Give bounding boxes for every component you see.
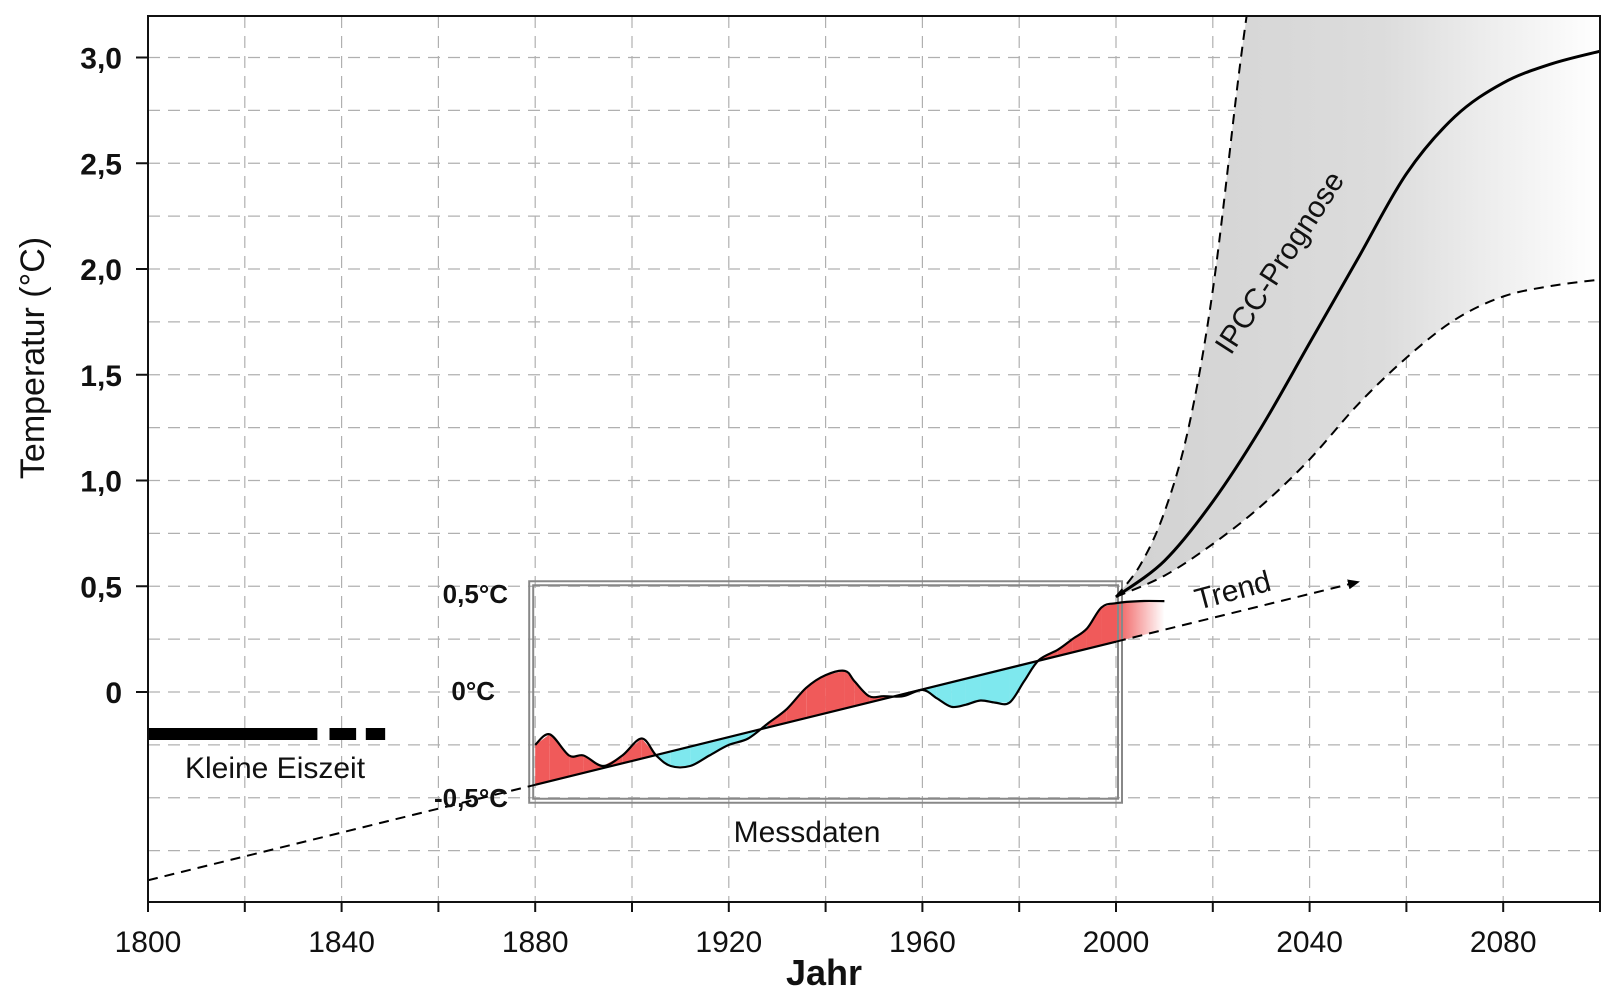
anomaly-segment (995, 667, 1010, 703)
forecast-lower-line (1115, 278, 1600, 598)
anomaly-segment (844, 670, 855, 709)
plot-frame (147, 15, 1601, 903)
anomaly-segment (854, 681, 870, 707)
forecast-central-line (1115, 49, 1600, 599)
anomaly-segment (1086, 607, 1102, 649)
x-tick-label: 2040 (1276, 926, 1343, 959)
x-tick-label: 1960 (889, 926, 956, 959)
anomaly-tail (1116, 601, 1165, 642)
anomaly-segment (1101, 603, 1116, 646)
y-tick-label: 3,0 (80, 43, 122, 76)
anomaly-segment (1072, 628, 1087, 653)
y-axis-ticks: 0 0,5 1,0 1,5 2,0 2,5 3,0 (80, 43, 148, 710)
inset-frame-outer (528, 580, 1123, 804)
measured-data-line (534, 599, 1165, 769)
y-tick-label: 0,5 (80, 571, 122, 604)
anomaly-segment (980, 671, 995, 703)
anomaly-segment (965, 675, 981, 705)
inset-frame-inner (532, 584, 1119, 800)
anomaly-segment (622, 738, 642, 764)
inset-tick-top: 0,5°C (443, 579, 509, 609)
inset-tick-zero: 0°C (451, 676, 495, 706)
anomaly-segment (936, 682, 952, 707)
anomaly-segment (806, 675, 826, 719)
x-tick-label: 2080 (1470, 926, 1537, 959)
anomaly-segment (549, 734, 570, 782)
trend-line-early (148, 783, 536, 882)
anomaly-segment (728, 732, 749, 745)
x-axis-label: Jahr (786, 952, 862, 992)
anomaly-segment (1057, 639, 1073, 656)
anomaly-segment (951, 678, 966, 707)
y-tick-label: 2,0 (80, 254, 122, 287)
anomaly-segment (786, 687, 807, 723)
measured-data-label: Messdaten (734, 816, 881, 849)
trend-line-measured (534, 640, 1117, 786)
little-ice-age-label: Kleine Eiszeit (185, 752, 366, 785)
anomaly-segment (535, 734, 550, 785)
anomaly-segment (1009, 664, 1025, 703)
anomaly-segment (670, 746, 691, 767)
x-tick-label: 1840 (308, 926, 375, 959)
forecast-upper-line (1115, 16, 1248, 598)
x-tick-label: 2000 (1083, 926, 1150, 959)
measured-data-inset (528, 580, 1123, 804)
y-tick-label: 1,5 (80, 360, 122, 393)
x-tick-label: 1880 (502, 926, 569, 959)
trend-label: Trend (1191, 565, 1274, 617)
y-tick-label: 1,0 (80, 466, 122, 499)
anomaly-segment (825, 670, 845, 714)
measured-anomaly-fill (535, 601, 1165, 785)
forecast-band (1116, 16, 1600, 597)
anomaly-segment (569, 755, 584, 777)
anomaly-segment (641, 738, 657, 759)
anomaly-segment (690, 741, 710, 767)
data-series (148, 16, 1600, 882)
forecast-band-area (1116, 16, 1600, 597)
y-tick-label: 2,5 (80, 148, 122, 181)
x-tick-label: 1920 (695, 926, 762, 959)
y-axis-label: Temperatur (°C) (14, 237, 52, 479)
trend-line-late (1115, 579, 1360, 643)
y-tick-label: 0 (105, 677, 122, 710)
inset-tick-bottom: -0,5°C (434, 783, 508, 813)
x-axis-ticks: 1800 1840 1880 1920 1960 2000 2040 2080 (115, 902, 1601, 959)
x-tick-label: 1800 (115, 926, 182, 959)
